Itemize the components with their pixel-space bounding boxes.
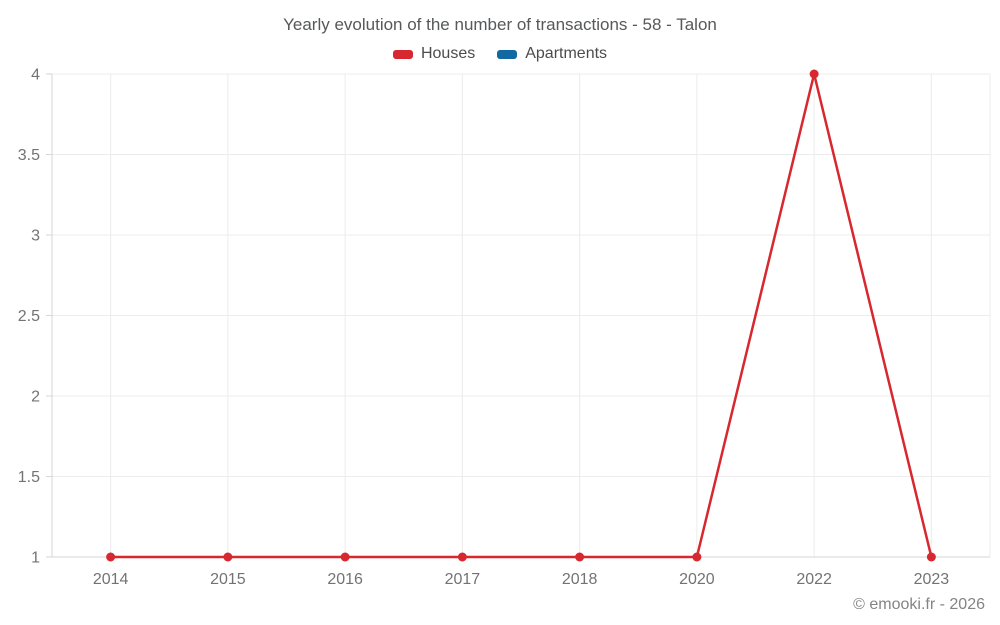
houses-data-point[interactable] [106, 552, 116, 562]
legend-label-apartments: Apartments [525, 45, 608, 62]
houses-data-point[interactable] [926, 552, 936, 562]
y-axis-label: 4 [31, 67, 40, 84]
chart-title: Yearly evolution of the number of transa… [283, 15, 717, 34]
y-axis-label: 1.5 [18, 469, 40, 486]
legend-item-houses[interactable]: Houses [392, 45, 476, 63]
y-axis-label: 3 [31, 228, 40, 245]
houses-data-point[interactable] [223, 552, 233, 562]
legend-item-apartments[interactable]: Apartments [497, 45, 607, 63]
houses-data-point[interactable] [809, 69, 819, 79]
houses-data-point[interactable] [692, 552, 702, 562]
apartments-legend-marker-icon [497, 49, 518, 59]
houses-series-line [109, 72, 933, 559]
y-axis-label: 3.5 [18, 147, 40, 164]
y-axis-label: 1 [31, 550, 40, 567]
x-axis-label: 2017 [445, 571, 481, 588]
x-axis-label: 2023 [914, 571, 950, 588]
houses-data-point[interactable] [575, 552, 585, 562]
legend-label-houses: Houses [420, 45, 476, 62]
x-axis-label: 2016 [327, 571, 363, 588]
x-axis-label: 2015 [210, 571, 246, 588]
houses-data-point[interactable] [340, 552, 350, 562]
houses-legend-marker-icon [392, 49, 413, 59]
legend: Houses Apartments [0, 45, 1000, 63]
copyright-text: © emooki.fr - 2026 [853, 596, 985, 613]
x-axis-label: 2022 [796, 571, 832, 588]
x-axis-label: 2018 [562, 571, 598, 588]
houses-data-point[interactable] [457, 552, 467, 562]
x-axis-label: 2020 [679, 571, 715, 588]
y-axis-label: 2.5 [18, 308, 40, 325]
y-axis-label: 2 [31, 389, 40, 406]
x-axis-label: 2014 [93, 571, 129, 588]
